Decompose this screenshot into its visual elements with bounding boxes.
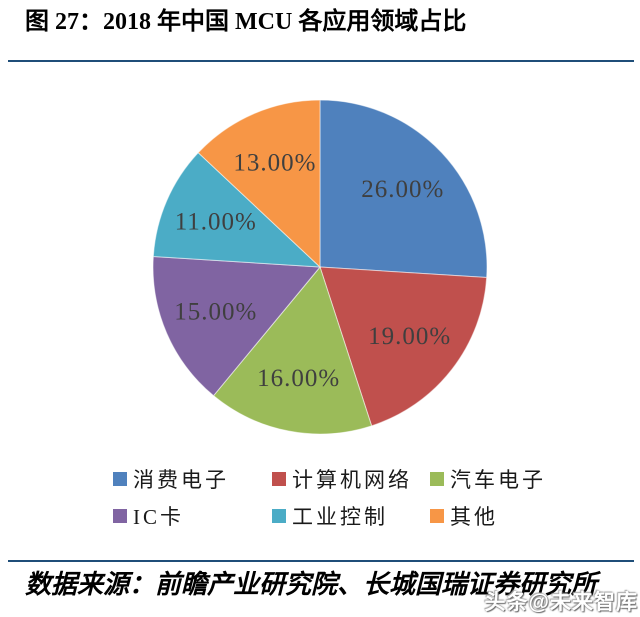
legend-item-ic-card: IC卡 [113,503,272,529]
legend-item-automotive-electronics: 汽车电子 [430,466,570,492]
legend-swatch-computer-network [272,472,286,486]
legend-swatch-automotive-electronics [430,472,444,486]
pie-slice-1 [319,99,488,279]
legend-item-computer-network: 计算机网络 [272,466,430,492]
legend-item-consumer-electronics: 消费电子 [113,466,272,492]
chart-legend: 消费电子 计算机网络 汽车电子 IC卡 工业控制 其他 [113,466,570,529]
legend-swatch-industrial-control [272,509,286,523]
legend-swatch-other [430,509,444,523]
pie-slice-3 [212,265,373,435]
pie-chart: 26.00% 19.00% 16.00% 15.00% 11.00% 13.00% [130,77,510,457]
legend-item-industrial-control: 工业控制 [272,503,430,529]
legend-item-other: 其他 [430,503,570,529]
pie-slice-6 [197,99,321,269]
source-divider [8,560,634,562]
pie-label-1: 26.00% [361,176,444,203]
legend-label-industrial-control: 工业控制 [292,505,388,529]
title-divider [8,60,634,62]
pie-slice-4 [152,255,322,397]
pie-label-5: 11.00% [175,208,257,235]
pie-label-4: 15.00% [174,299,257,326]
legend-label-other: 其他 [450,505,498,529]
legend-swatch-consumer-electronics [113,472,127,486]
source-note: 数据来源：前瞻产业研究院、长城国瑞证券研究所 [25,569,598,599]
pie-label-6: 13.00% [233,149,316,176]
legend-label-ic-card: IC卡 [133,505,184,529]
pie-slice-2 [319,266,488,427]
legend-label-automotive-electronics: 汽车电子 [450,468,546,492]
pie-slice-5 [152,151,322,268]
legend-label-computer-network: 计算机网络 [292,468,412,492]
legend-swatch-ic-card [113,509,127,523]
pie-label-2: 19.00% [368,323,451,350]
pie-chart-svg: 26.00% 19.00% 16.00% 15.00% 11.00% 13.00% [152,99,488,435]
pie-label-3: 16.00% [257,365,340,392]
legend-label-consumer-electronics: 消费电子 [133,468,229,492]
watermark: 头条@未来智库 [484,591,638,614]
figure-title: 图 27：2018 年中国 MCU 各应用领域占比 [25,9,467,35]
